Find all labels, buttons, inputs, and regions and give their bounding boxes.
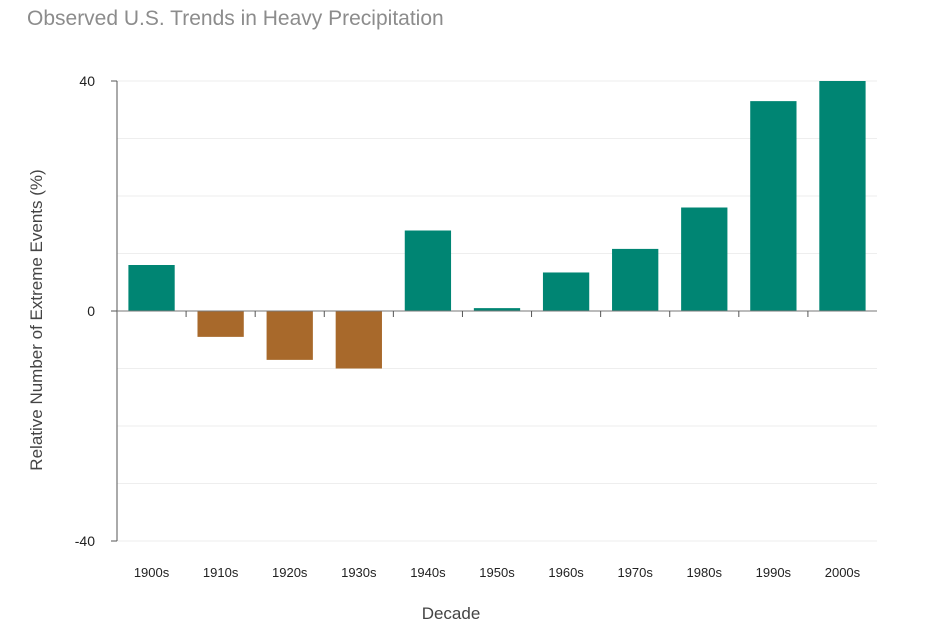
x-tick-label-1980s: 1980s: [687, 565, 723, 580]
bar-1920s: [266, 311, 313, 360]
x-axis-title: Decade: [422, 604, 481, 623]
x-tick-label-1960s: 1960s: [548, 565, 584, 580]
bar-1910s: [197, 311, 244, 337]
y-tick-label: 40: [79, 73, 95, 89]
bars: [128, 81, 866, 369]
x-tick-label-1900s: 1900s: [134, 565, 170, 580]
y-axis-title: Relative Number of Extreme Events (%): [27, 169, 46, 470]
bar-1970s: [612, 248, 659, 311]
chart-title: Observed U.S. Trends in Heavy Precipitat…: [27, 7, 444, 30]
x-ticks: [185, 311, 809, 317]
x-tick-label-1910s: 1910s: [203, 565, 239, 580]
x-tick-label-1940s: 1940s: [410, 565, 446, 580]
bar-1980s: [681, 207, 728, 311]
x-tick-label-1970s: 1970s: [617, 565, 653, 580]
bar-1930s: [335, 311, 382, 369]
x-tick-label-1990s: 1990s: [756, 565, 792, 580]
bar-2000s: [819, 81, 866, 311]
bar-1900s: [128, 265, 175, 311]
category-labels: 1900s 1910s 1920s 1930s 1940s 1950s 1960s 1970s…: [134, 565, 861, 580]
bar-1950s: [473, 308, 521, 311]
bar-1960s: [542, 272, 590, 311]
y-tick-label: 0: [87, 303, 95, 319]
x-tick-label-1950s: 1950s: [479, 565, 515, 580]
y-tick-labels: -40 0 40: [75, 73, 117, 549]
x-tick-label-1920s: 1920s: [272, 565, 308, 580]
x-tick-label-1930s: 1930s: [341, 565, 377, 580]
y-tick-label: -40: [75, 533, 95, 549]
bar-1940s: [404, 230, 452, 311]
bar-1990s: [750, 101, 797, 311]
x-tick-label-2000s: 2000s: [825, 565, 861, 580]
